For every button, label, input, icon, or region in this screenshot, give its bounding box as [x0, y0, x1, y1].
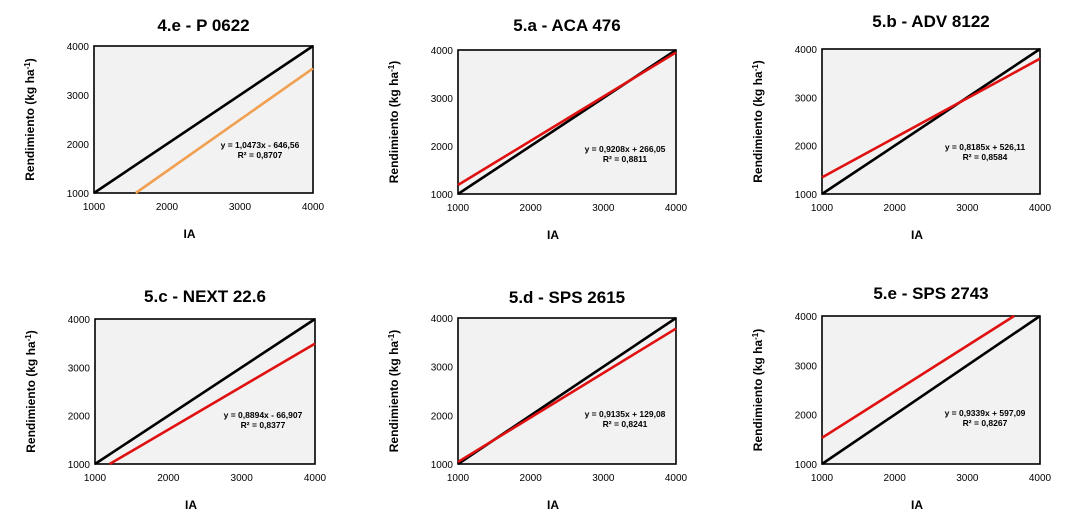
x-tick-label: 2000 — [156, 202, 179, 213]
x-tick-label: 1000 — [84, 473, 107, 484]
chart-title: 5.d - SPS 2615 — [509, 288, 625, 307]
y-tick-label: 1000 — [795, 190, 818, 201]
regression-line — [821, 314, 1015, 439]
x-tick-label: 3000 — [229, 202, 252, 213]
x-tick-label: 1000 — [447, 473, 470, 484]
x-tick-label: 3000 — [592, 473, 615, 484]
x-tick-label: 2000 — [157, 473, 180, 484]
regression-equation: y = 0,8894x - 66,907 — [224, 410, 303, 420]
y-tick-label: 2000 — [795, 411, 818, 422]
x-tick-label: 2000 — [520, 473, 543, 484]
regression-equation: y = 0,9339x + 597,09 — [945, 408, 1026, 418]
regression-equation: y = 0,8185x + 526,11 — [945, 142, 1026, 152]
y-tick-label: 1000 — [67, 189, 90, 200]
x-tick-label: 2000 — [884, 473, 907, 484]
regression-line — [821, 57, 1041, 179]
y-tick-label: 3000 — [795, 93, 818, 104]
y-tick-label: 3000 — [68, 363, 91, 374]
x-tick-label: 3000 — [956, 473, 979, 484]
regression-line — [457, 51, 677, 187]
x-axis-label: IA — [911, 498, 923, 512]
regression-equation: y = 0,9135x + 129,08 — [585, 409, 666, 419]
y-tick-label: 4000 — [795, 45, 818, 56]
y-tick-label: 1000 — [795, 460, 818, 471]
y-tick-label: 3000 — [67, 91, 90, 102]
chart-panel-5: 5.d - SPS 2615 1000 2000 3000 4000 1000 2000 30… — [387, 288, 688, 512]
r-squared-label: R² = 0,8241 — [603, 419, 648, 429]
chart-title: 5.b - ADV 8122 — [872, 12, 989, 31]
x-tick-label: 1000 — [83, 202, 106, 213]
x-tick-label: 1000 — [811, 203, 834, 214]
chart-title: 4.e - P 0622 — [157, 16, 249, 35]
y-axis-label: Rendimiento (kg ha-1) — [751, 329, 765, 451]
reference-line-1to1 — [821, 47, 1041, 196]
chart-panel-1: 4.e - P 0622 1000 2000 3000 4000 1000 2000 3000… — [23, 16, 325, 241]
y-axis-label: Rendimiento (kg ha-1) — [387, 61, 401, 183]
chart-panel-6: 5.e - SPS 2743 1000 2000 3000 4000 1000 2000 30… — [751, 284, 1052, 512]
y-tick-label: 1000 — [68, 460, 91, 471]
y-axis-label: Rendimiento (kg ha-1) — [751, 60, 765, 182]
y-tick-label: 3000 — [431, 363, 454, 374]
x-tick-label: 4000 — [1029, 203, 1052, 214]
y-axis-label: Rendimiento (kg ha-1) — [387, 330, 401, 452]
regression-equation: y = 1,0473x - 646,56 — [221, 140, 300, 150]
chart-title: 5.e - SPS 2743 — [873, 284, 988, 303]
x-axis-label: IA — [547, 228, 559, 242]
y-tick-label: 2000 — [68, 412, 91, 423]
chart-title: 5.c - NEXT 22.6 — [144, 287, 266, 306]
y-tick-label: 2000 — [67, 140, 90, 151]
x-tick-label: 4000 — [665, 203, 688, 214]
y-tick-label: 3000 — [431, 94, 454, 105]
x-tick-label: 1000 — [811, 473, 834, 484]
y-tick-label: 4000 — [67, 42, 90, 53]
x-axis-label: IA — [547, 498, 559, 512]
y-tick-label: 2000 — [431, 411, 454, 422]
x-tick-label: 1000 — [447, 203, 470, 214]
r-squared-label: R² = 0,8377 — [241, 420, 286, 430]
r-squared-label: R² = 0,8267 — [963, 418, 1008, 428]
chart-title: 5.a - ACA 476 — [513, 16, 620, 35]
reference-line-1to1 — [93, 44, 314, 195]
x-tick-label: 2000 — [520, 203, 543, 214]
reference-line-1to1 — [821, 314, 1041, 466]
regression-line — [135, 67, 314, 195]
y-tick-label: 1000 — [431, 190, 454, 201]
x-tick-label: 4000 — [302, 202, 325, 213]
x-tick-label: 4000 — [304, 473, 327, 484]
y-tick-label: 4000 — [431, 46, 454, 57]
y-tick-label: 4000 — [431, 314, 454, 325]
x-tick-label: 3000 — [592, 203, 615, 214]
y-tick-label: 4000 — [795, 312, 818, 323]
x-tick-label: 3000 — [956, 203, 979, 214]
x-tick-label: 2000 — [884, 203, 907, 214]
x-tick-label: 4000 — [665, 473, 688, 484]
r-squared-label: R² = 0,8584 — [963, 152, 1008, 162]
chart-panel-2: 5.a - ACA 476 1000 2000 3000 4000 1000 2000 300… — [387, 16, 688, 242]
r-squared-label: R² = 0,8811 — [603, 154, 647, 164]
y-axis-label: Rendimiento (kg ha-1) — [24, 330, 38, 452]
y-tick-label: 3000 — [795, 361, 818, 372]
reference-line-1to1 — [94, 317, 316, 466]
chart-panel-4: 5.c - NEXT 22.6 1000 2000 3000 4000 1000 2000 3… — [24, 287, 327, 512]
y-tick-label: 4000 — [68, 315, 91, 326]
regression-line — [108, 342, 316, 466]
x-axis-label: IA — [185, 498, 197, 512]
x-axis-label: IA — [184, 227, 196, 241]
y-tick-label: 1000 — [431, 460, 454, 471]
x-tick-label: 4000 — [1029, 473, 1052, 484]
x-axis-label: IA — [911, 228, 923, 242]
regression-line — [457, 327, 677, 464]
x-tick-label: 3000 — [231, 473, 254, 484]
regression-equation: y = 0,9208x + 266,05 — [585, 144, 666, 154]
y-axis-label: Rendimiento (kg ha-1) — [23, 58, 37, 180]
chart-panel-3: 5.b - ADV 8122 1000 2000 3000 4000 1000 2000 30… — [751, 12, 1052, 242]
r-squared-label: R² = 0,8707 — [238, 150, 283, 160]
y-tick-label: 2000 — [795, 142, 818, 153]
y-tick-label: 2000 — [431, 142, 454, 153]
